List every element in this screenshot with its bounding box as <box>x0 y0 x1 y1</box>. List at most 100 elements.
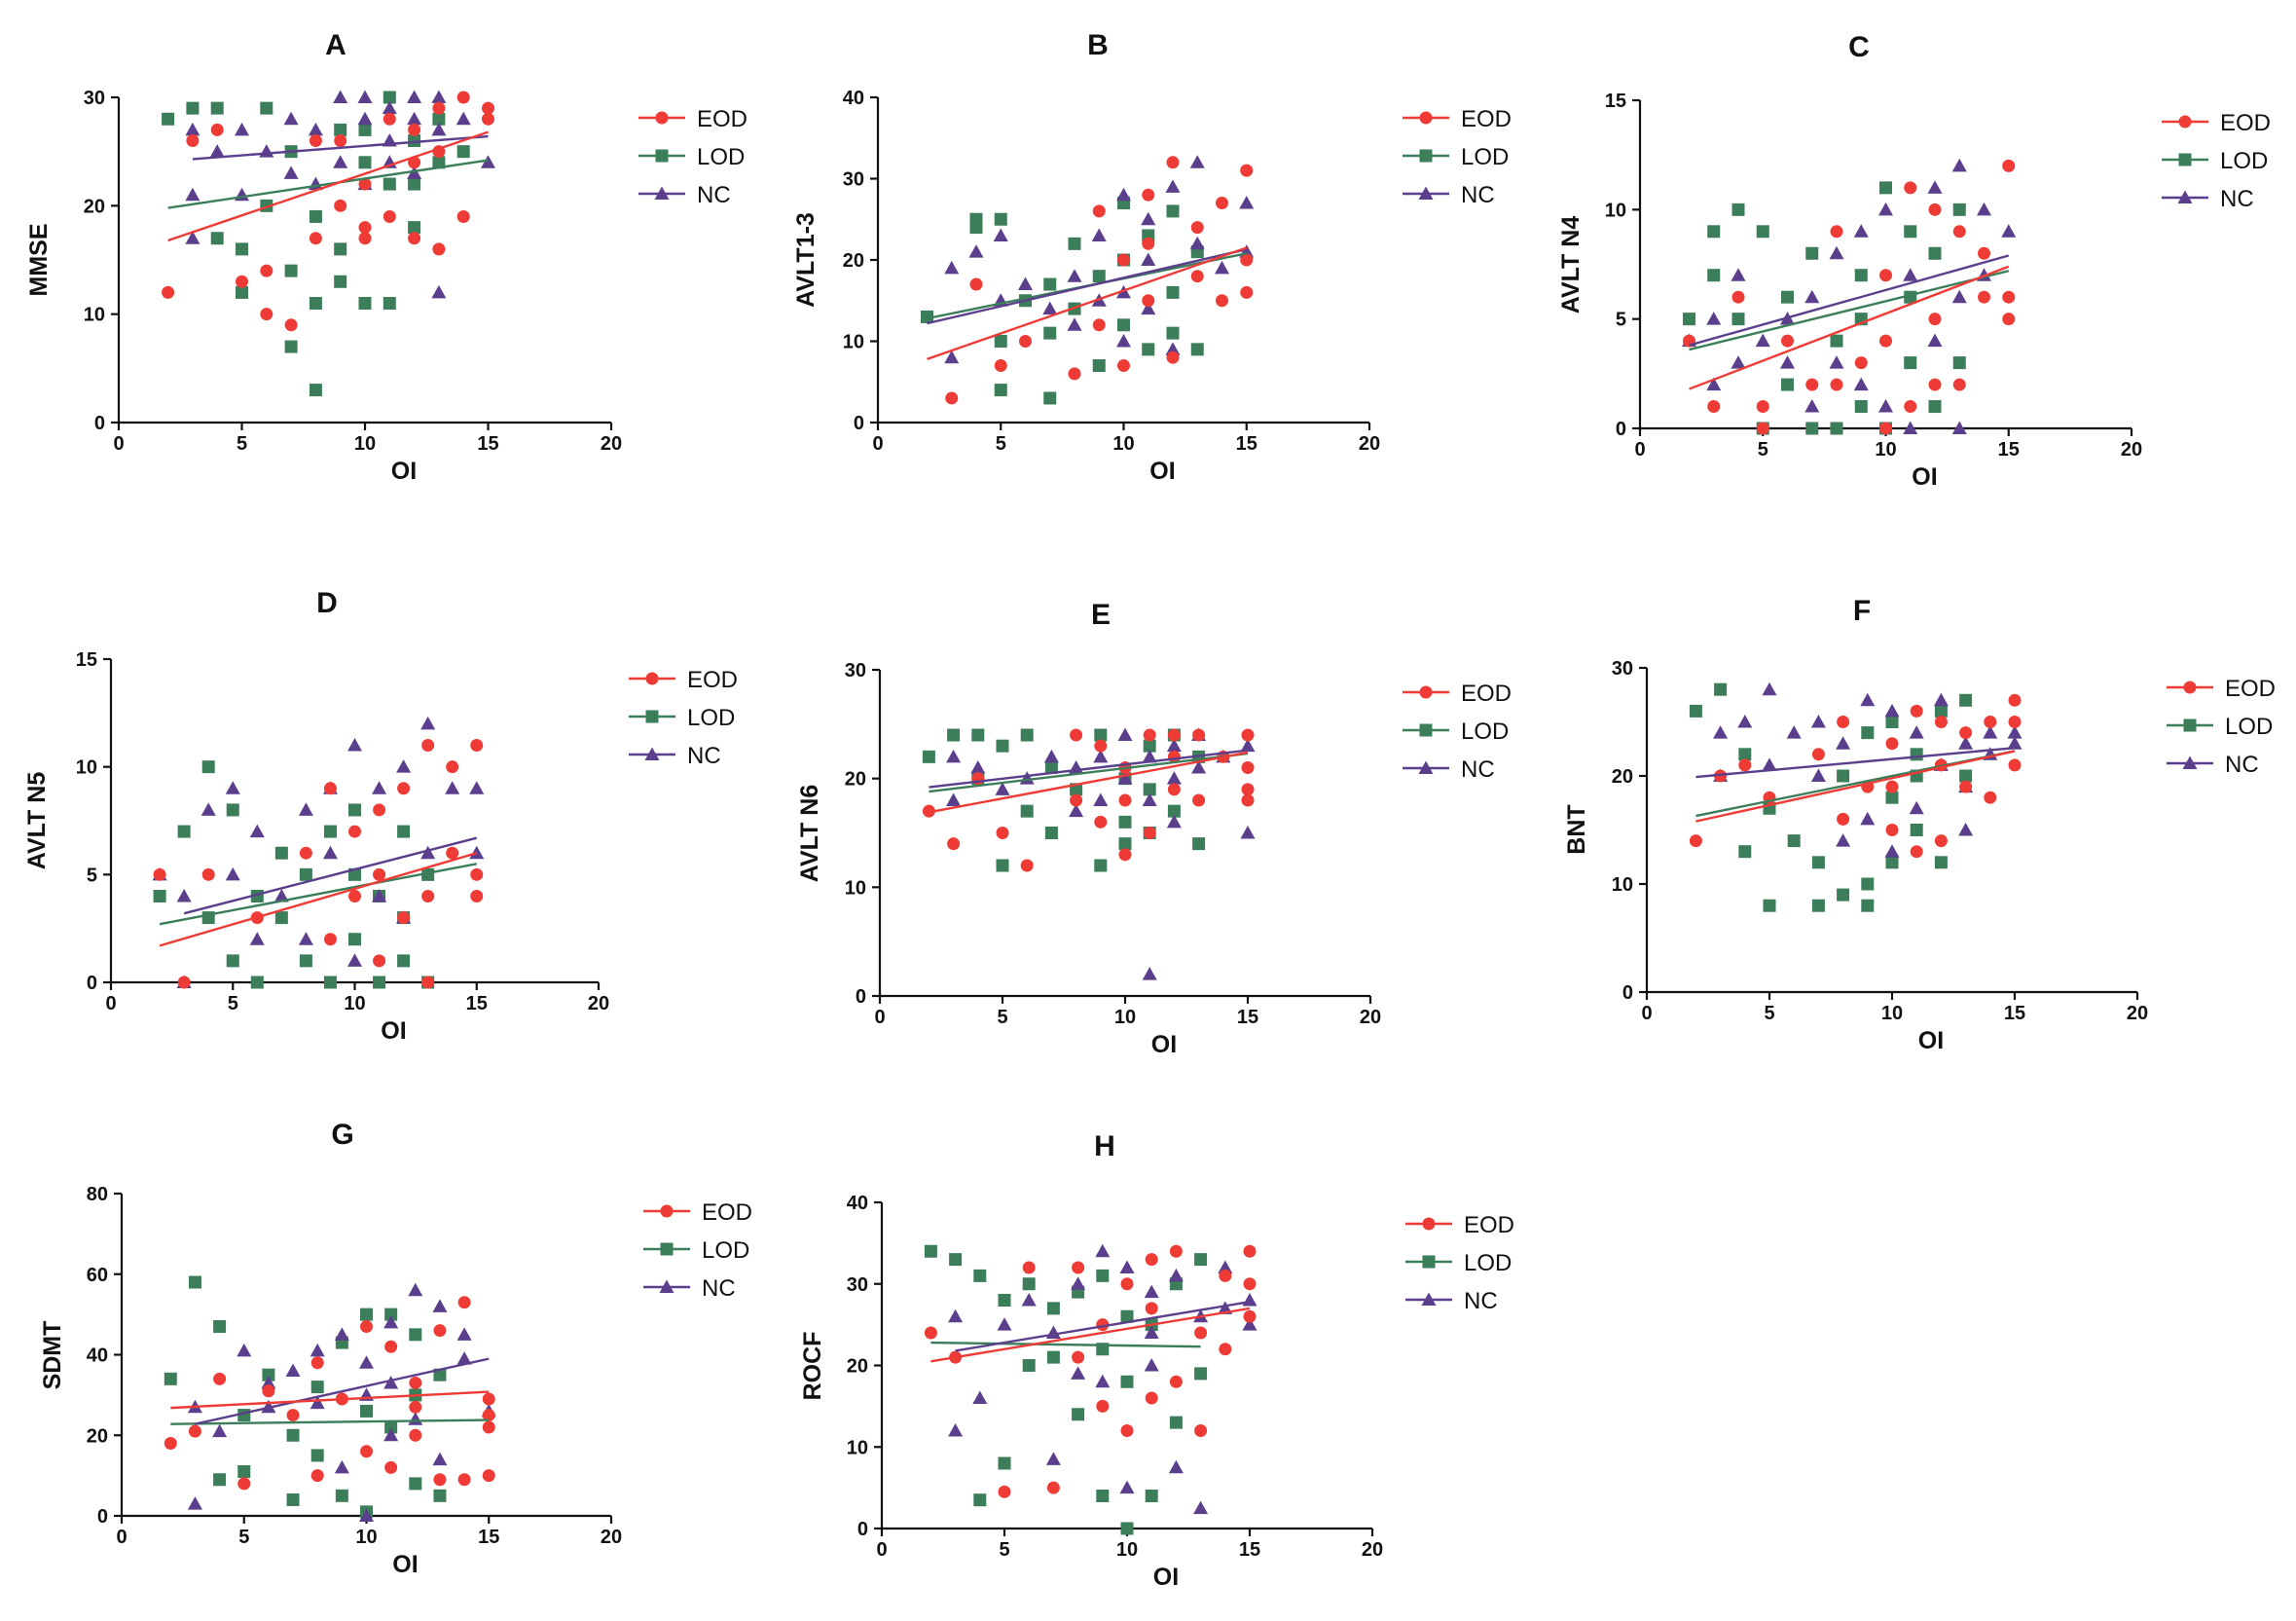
point-eod <box>1192 793 1206 807</box>
point-nc <box>1165 342 1181 355</box>
x-tick-label: 0 <box>1641 1003 1652 1024</box>
point-nc <box>1860 811 1876 826</box>
point-nc <box>1829 355 1844 369</box>
point-lod <box>1118 815 1132 829</box>
y-tick-label: 20 <box>1612 766 1633 788</box>
point-lod <box>432 112 446 126</box>
point-nc <box>249 932 265 945</box>
point-eod <box>1959 726 1973 740</box>
legend-marker-eod <box>1422 1217 1436 1231</box>
x-tick-label: 15 <box>466 993 488 1014</box>
point-eod <box>1020 859 1034 872</box>
point-eod <box>1984 791 1997 804</box>
legend-label-nc: NC <box>687 743 721 769</box>
y-tick-label: 0 <box>856 986 866 1008</box>
point-lod <box>971 728 985 742</box>
point-eod <box>1952 225 1966 239</box>
point-eod <box>409 1400 422 1414</box>
point-eod <box>998 1485 1011 1498</box>
point-nc <box>383 1375 399 1389</box>
x-tick-label: 10 <box>344 993 365 1014</box>
point-lod <box>309 384 322 397</box>
legend-label-lod: LOD <box>2225 714 2273 740</box>
regression-line-eod <box>167 130 489 242</box>
point-lod <box>1837 769 1850 783</box>
point-nc <box>1091 228 1107 241</box>
point-nc <box>1977 202 1991 216</box>
point-nc <box>1909 725 1924 739</box>
point-nc <box>1165 179 1181 193</box>
point-nc <box>347 738 362 752</box>
point-eod <box>1169 1375 1183 1388</box>
point-eod <box>1118 793 1132 807</box>
legend: EOD LOD NC <box>643 1199 752 1302</box>
point-nc <box>1927 180 1943 194</box>
point-eod <box>470 867 484 881</box>
point-eod <box>1070 793 1083 807</box>
point-lod <box>1756 225 1769 239</box>
x-tick-label: 0 <box>105 993 116 1014</box>
regression-line-lod <box>159 863 477 926</box>
regression-line-nc <box>1689 254 2010 347</box>
regression-line-nc <box>1695 746 2016 779</box>
point-eod <box>309 134 322 148</box>
y-tick-label: 30 <box>84 88 105 109</box>
legend-label-eod: EOD <box>2225 676 2276 702</box>
point-lod <box>213 1473 227 1487</box>
point-lod <box>1142 343 1155 356</box>
point-lod <box>1714 682 1728 696</box>
regression-line-nc <box>183 836 478 915</box>
point-eod <box>153 867 166 881</box>
point-nc <box>357 90 373 103</box>
x-tick-label: 0 <box>874 1007 885 1028</box>
point-eod <box>373 803 386 817</box>
point-lod <box>1167 804 1181 818</box>
x-tick-label: 5 <box>997 1007 1007 1028</box>
point-nc <box>235 122 249 136</box>
legend-label-lod: LOD <box>687 705 735 731</box>
point-lod <box>358 297 372 311</box>
point-eod <box>162 285 175 299</box>
point-lod <box>260 101 273 115</box>
point-nc <box>1117 727 1133 741</box>
point-eod <box>373 867 386 881</box>
point-lod <box>213 1320 227 1334</box>
point-lod <box>973 1269 987 1282</box>
series-nc <box>1682 158 2017 434</box>
y-tick-label: 20 <box>84 196 105 217</box>
point-lod <box>274 846 288 860</box>
point-lod <box>1904 225 1917 239</box>
point-nc <box>431 122 447 136</box>
point-eod <box>2002 313 2016 326</box>
point-nc <box>948 1423 964 1437</box>
point-eod <box>384 1460 398 1474</box>
regression-line-eod <box>927 246 1248 361</box>
point-nc <box>431 284 447 299</box>
regression-line-eod <box>170 1390 490 1410</box>
point-nc <box>212 1423 228 1438</box>
x-tick-label: 15 <box>2004 1003 2025 1024</box>
point-eod <box>310 1356 324 1370</box>
x-tick-label: 5 <box>1758 439 1768 461</box>
point-nc <box>1242 1293 1257 1307</box>
point-lod <box>994 384 1007 397</box>
point-nc <box>1043 749 1059 763</box>
point-eod <box>482 1469 495 1483</box>
point-eod <box>408 123 421 136</box>
point-nc <box>285 1363 301 1378</box>
point-lod <box>201 760 215 774</box>
point-lod <box>310 1381 324 1394</box>
point-lod <box>323 976 337 989</box>
point-eod <box>358 177 372 191</box>
point-eod <box>1879 269 1892 282</box>
legend-label-lod: LOD <box>697 144 745 170</box>
point-nc <box>333 155 348 168</box>
point-eod <box>360 1445 373 1458</box>
legend-label-nc: NC <box>2225 752 2259 778</box>
point-eod <box>1216 197 1228 210</box>
point-eod <box>1120 1424 1134 1437</box>
point-eod <box>947 837 961 851</box>
point-eod <box>1978 290 1990 304</box>
point-lod <box>1910 824 1923 836</box>
